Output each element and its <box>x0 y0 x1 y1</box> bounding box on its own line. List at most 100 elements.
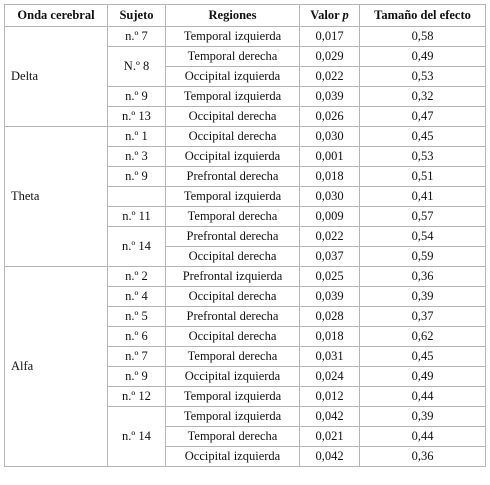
p-value-cell: 0,009 <box>299 206 360 227</box>
region-cell: Occipital izquierda <box>165 146 300 167</box>
effect-cell: 0,57 <box>359 206 486 227</box>
region-cell: Temporal derecha <box>165 46 300 67</box>
row: n.º 14 Temporal izquierda 0,042 0,39 <box>5 406 486 467</box>
p-value-cell: 0,030 <box>299 186 360 207</box>
p-value-cell: 0,012 <box>299 386 360 407</box>
region-cell: Occipital izquierda <box>165 66 300 87</box>
row: Occipital derecha 0,037 0,59 <box>5 246 486 267</box>
region-cell: Occipital derecha <box>165 326 300 347</box>
subject-cell: n.º 14 <box>107 406 166 467</box>
region-cell: Prefrontal izquierda <box>165 266 300 287</box>
header-cell: Tamaño del efecto <box>359 4 486 27</box>
subject-cell: n.º 5 <box>107 306 166 327</box>
region-cell: Temporal izquierda <box>165 406 300 427</box>
p-value-cell: 0,024 <box>299 366 360 387</box>
p-value-cell: 0,018 <box>299 326 360 347</box>
effect-cell: 0,39 <box>359 406 486 427</box>
row: n.º 9 Temporal izquierda 0,039 0,32 <box>5 86 486 107</box>
effect-cell: 0,44 <box>359 386 486 407</box>
effect-cell: 0,62 <box>359 326 486 347</box>
subject-cell: n.º 9 <box>107 366 166 387</box>
region-cell: Occipital derecha <box>165 286 300 307</box>
region-cell: Temporal izquierda <box>165 86 300 107</box>
effect-cell: 0,58 <box>359 26 486 47</box>
effect-cell: 0,39 <box>359 286 486 307</box>
effect-cell: 0,32 <box>359 86 486 107</box>
subject-cell: n.º 12 <box>107 386 166 407</box>
p-value-cell: 0,028 <box>299 306 360 327</box>
region-cell: Occipital izquierda <box>165 446 300 467</box>
p-value-cell: 0,039 <box>299 86 360 107</box>
wave-cell: Alfa <box>4 266 108 467</box>
effect-cell: 0,53 <box>359 66 486 87</box>
effect-cell: 0,54 <box>359 226 486 247</box>
region-cell: Temporal derecha <box>165 206 300 227</box>
row: Occipital izquierda 0,042 0,36 <box>5 446 486 467</box>
header-row: Onda cerebral Sujeto Regiones Valor p Tamaño… <box>4 4 486 27</box>
subject-cell: n.º 1 <box>107 126 166 147</box>
row: n.º 5 Prefrontal derecha 0,028 0,37 <box>5 306 486 327</box>
subject-cell: n.º 11 <box>107 206 166 227</box>
row: Temporal derecha 0,021 0,44 <box>5 426 486 447</box>
row: n.º 11 Temporal derecha 0,009 0,57 <box>5 206 486 227</box>
region-cell: Prefrontal derecha <box>165 226 300 247</box>
effect-cell: 0,45 <box>359 126 486 147</box>
row: n.º 9 Prefrontal derecha 0,018 0,51 <box>5 166 486 187</box>
subject-cell <box>107 186 166 207</box>
row: n.º 14 Prefrontal derecha 0,022 0,54 <box>5 226 486 267</box>
region-cell: Prefrontal derecha <box>165 166 300 187</box>
p-value-cell: 0,039 <box>299 286 360 307</box>
region-cell: Occipital izquierda <box>165 366 300 387</box>
p-value-cell: 0,021 <box>299 426 360 447</box>
effect-cell: 0,44 <box>359 426 486 447</box>
row: N.º 8 Temporal derecha 0,029 0,49 <box>5 46 486 87</box>
region-cell: Temporal izquierda <box>165 186 300 207</box>
row: n.º 7 Temporal derecha 0,031 0,45 <box>5 346 486 367</box>
header-cell: Sujeto <box>107 4 166 27</box>
effect-cell: 0,37 <box>359 306 486 327</box>
region-cell: Occipital derecha <box>165 126 300 147</box>
row: Alfa n.º 2 Prefrontal izquierda 0,025 0,36 <box>4 266 486 467</box>
effect-cell: 0,51 <box>359 166 486 187</box>
p-value-cell: 0,030 <box>299 126 360 147</box>
subject-cell: n.º 6 <box>107 326 166 347</box>
effect-cell: 0,49 <box>359 46 486 67</box>
region-cell: Temporal derecha <box>165 426 300 447</box>
row: Theta n.º 1 Occipital derecha 0,030 0,45 <box>4 126 486 267</box>
p-value-cell: 0,031 <box>299 346 360 367</box>
effect-cell: 0,41 <box>359 186 486 207</box>
header-cell: Valor p <box>299 4 360 27</box>
subject-cell: n.º 3 <box>107 146 166 167</box>
region-cell: Temporal izquierda <box>165 386 300 407</box>
effect-cell: 0,36 <box>359 446 486 467</box>
p-value-cell: 0,001 <box>299 146 360 167</box>
effect-cell: 0,49 <box>359 366 486 387</box>
row: Temporal izquierda 0,030 0,41 <box>5 186 486 207</box>
effect-cell: 0,36 <box>359 266 486 287</box>
header-cell: Onda cerebral <box>4 4 108 27</box>
p-value-cell: 0,037 <box>299 246 360 267</box>
region-cell: Temporal derecha <box>165 346 300 367</box>
subject-cell: n.º 9 <box>107 86 166 107</box>
p-value-cell: 0,022 <box>299 226 360 247</box>
subject-cell: n.º 4 <box>107 286 166 307</box>
wave-cell: Delta <box>4 26 108 127</box>
subject-cell: n.º 7 <box>107 346 166 367</box>
wave-cell: Theta <box>4 126 108 267</box>
p-value-cell: 0,025 <box>299 266 360 287</box>
subject-cell: n.º 7 <box>107 26 166 47</box>
region-cell: Occipital derecha <box>165 246 300 267</box>
effect-cell: 0,47 <box>359 106 486 127</box>
p-value-cell: 0,042 <box>299 446 360 467</box>
header-italic: p <box>342 8 349 22</box>
effect-cell: 0,59 <box>359 246 486 267</box>
subject-cell: n.º 2 <box>107 266 166 287</box>
effect-cell: 0,53 <box>359 146 486 167</box>
row: Delta n.º 7 Temporal izquierda 0,017 0,58 <box>4 26 486 127</box>
row: n.º 12 Temporal izquierda 0,012 0,44 <box>5 386 486 407</box>
header-text: Valor <box>310 8 340 22</box>
region-cell: Occipital derecha <box>165 106 300 127</box>
p-value-cell: 0,026 <box>299 106 360 127</box>
row: n.º 13 Occipital derecha 0,026 0,47 <box>5 106 486 127</box>
